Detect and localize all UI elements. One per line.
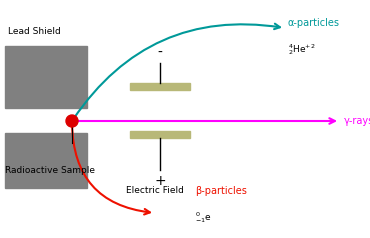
Text: Lead Shield: Lead Shield <box>8 27 61 36</box>
Bar <box>5 46 87 108</box>
Text: +: + <box>154 174 166 188</box>
Text: $^{4}_{2}$He$^{+2}$: $^{4}_{2}$He$^{+2}$ <box>288 42 315 57</box>
Text: $^{0}_{-1}$e: $^{0}_{-1}$e <box>195 210 212 225</box>
Text: γ-rays: γ-rays <box>344 116 370 126</box>
Text: β-particles: β-particles <box>195 186 247 196</box>
Text: Electric Field: Electric Field <box>126 186 184 195</box>
Bar <box>5 133 87 188</box>
Bar <box>130 131 190 138</box>
Text: α-particles: α-particles <box>288 18 340 28</box>
Text: -: - <box>158 46 162 60</box>
Circle shape <box>66 115 78 127</box>
Bar <box>130 83 190 90</box>
Text: Radioactive Sample: Radioactive Sample <box>5 166 95 175</box>
